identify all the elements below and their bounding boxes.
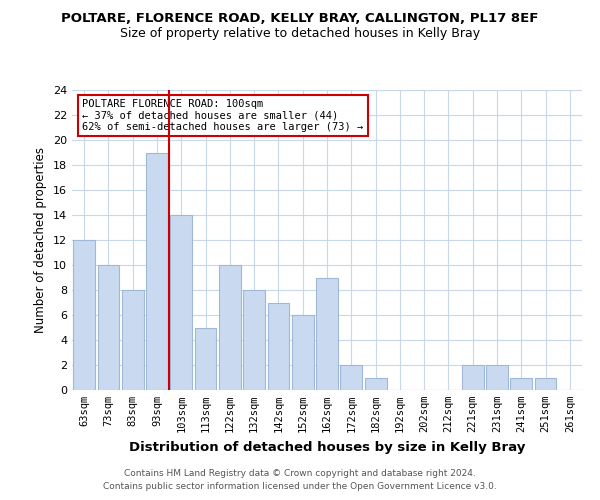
Text: Contains public sector information licensed under the Open Government Licence v3: Contains public sector information licen…	[103, 482, 497, 491]
Text: POLTARE FLORENCE ROAD: 100sqm
← 37% of detached houses are smaller (44)
62% of s: POLTARE FLORENCE ROAD: 100sqm ← 37% of d…	[82, 99, 364, 132]
Bar	[194, 328, 217, 390]
Bar	[73, 240, 95, 390]
Bar	[268, 302, 289, 390]
Bar	[462, 365, 484, 390]
Y-axis label: Number of detached properties: Number of detached properties	[34, 147, 47, 333]
Bar	[219, 265, 241, 390]
X-axis label: Distribution of detached houses by size in Kelly Bray: Distribution of detached houses by size …	[129, 440, 525, 454]
Bar	[97, 265, 119, 390]
Bar	[340, 365, 362, 390]
Bar	[486, 365, 508, 390]
Text: Contains HM Land Registry data © Crown copyright and database right 2024.: Contains HM Land Registry data © Crown c…	[124, 468, 476, 477]
Bar	[146, 152, 168, 390]
Text: POLTARE, FLORENCE ROAD, KELLY BRAY, CALLINGTON, PL17 8EF: POLTARE, FLORENCE ROAD, KELLY BRAY, CALL…	[61, 12, 539, 26]
Bar	[316, 278, 338, 390]
Bar	[511, 378, 532, 390]
Bar	[292, 315, 314, 390]
Bar	[365, 378, 386, 390]
Bar	[170, 215, 192, 390]
Bar	[243, 290, 265, 390]
Bar	[122, 290, 143, 390]
Bar	[535, 378, 556, 390]
Text: Size of property relative to detached houses in Kelly Bray: Size of property relative to detached ho…	[120, 28, 480, 40]
